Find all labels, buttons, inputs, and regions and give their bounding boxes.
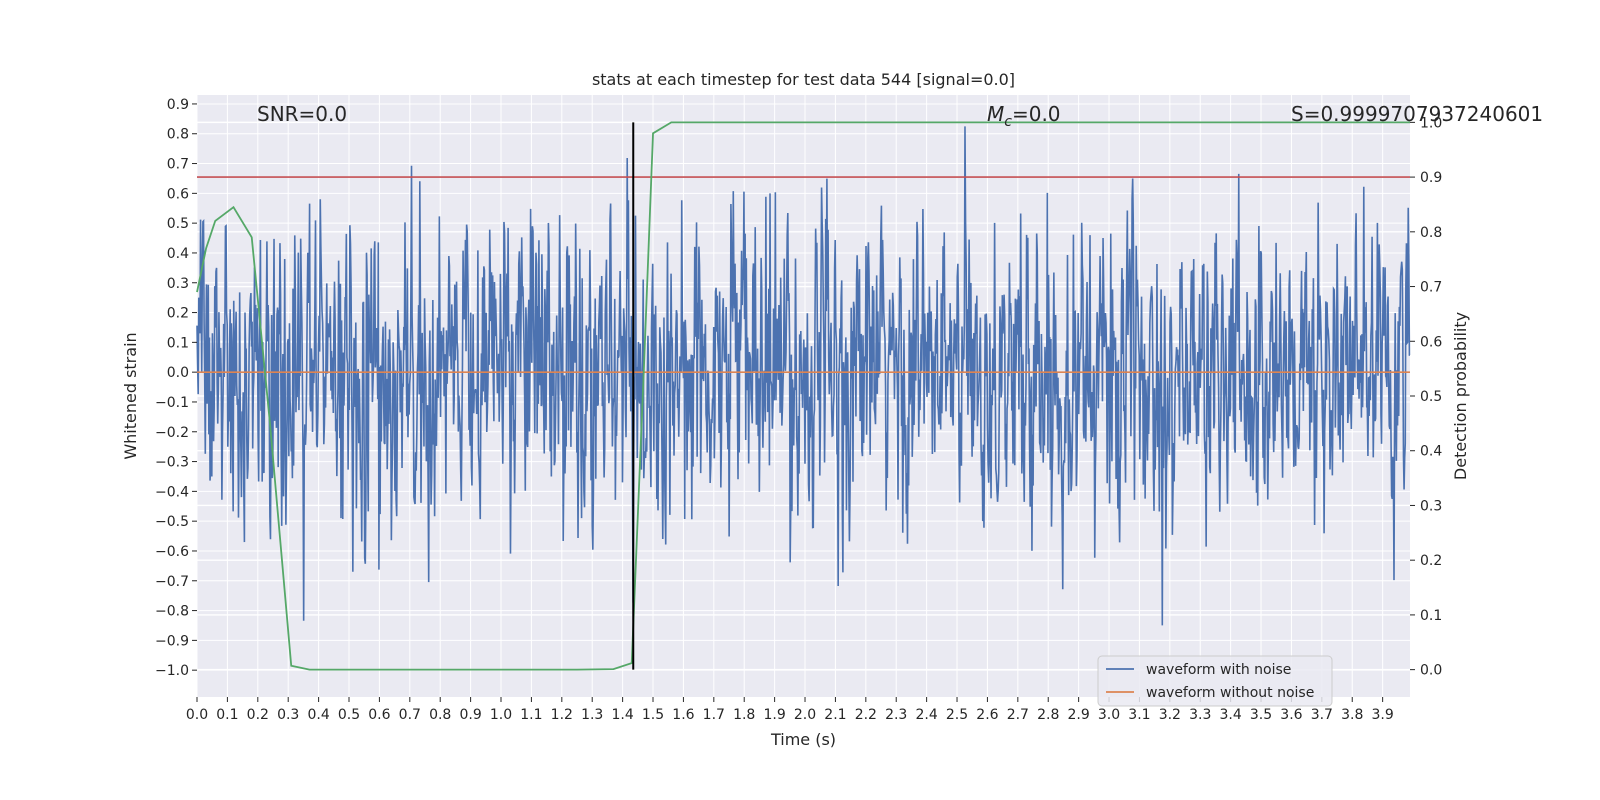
legend: waveform with noise waveform without noi… — [1097, 655, 1333, 707]
x-tick-label: 2.3 — [885, 707, 907, 723]
y-tick-label: 0.4 — [167, 246, 189, 262]
legend-box — [1097, 655, 1333, 707]
legend-label-clean: waveform without noise — [1146, 685, 1314, 701]
x-tick-label: 2.2 — [855, 707, 877, 723]
y-tick-label: 0.1 — [167, 335, 189, 351]
chirp-mass-annotation: Mc=0.0 — [987, 102, 1061, 130]
y2-tick-label: 0.1 — [1420, 608, 1442, 624]
y2-tick-label: 0.8 — [1420, 225, 1442, 241]
x-tick-label: 0.3 — [277, 707, 299, 723]
snr-annotation: SNR=0.0 — [257, 102, 347, 126]
y-axis-label: Whitened strain — [121, 332, 140, 459]
y-tick-label: 0.6 — [167, 186, 189, 202]
x-tick-label: 0.5 — [338, 707, 360, 723]
x-tick-label: 0.1 — [216, 707, 238, 723]
x-tick-label: 2.5 — [946, 707, 968, 723]
x-tick-label: 2.1 — [824, 707, 846, 723]
y2-tick-label: 0.3 — [1420, 498, 1442, 514]
y2-tick-label: 0.2 — [1420, 553, 1442, 569]
y-tick-label: 0.2 — [167, 306, 189, 322]
y-tick-label: −0.2 — [155, 425, 189, 441]
noisy-waveform-line — [196, 126, 1411, 626]
x-tick-label: 2.7 — [1007, 707, 1029, 723]
y-tick-label: 0.5 — [167, 216, 189, 232]
x-tick-label: 2.4 — [915, 707, 937, 723]
x-tick-label: 1.8 — [733, 707, 755, 723]
x-axis-label: Time (s) — [770, 730, 836, 749]
x-tick-label: 0.0 — [186, 707, 208, 723]
x-tick-label: 3.4 — [1220, 707, 1242, 723]
x-tick-label: 3.0 — [1098, 707, 1120, 723]
y-tick-label: −0.3 — [155, 455, 189, 471]
mc-symbol: M — [987, 102, 1004, 126]
x-tick-label: 3.5 — [1250, 707, 1272, 723]
y-tick-label: 0.3 — [167, 276, 189, 292]
y-tick-label: −0.1 — [155, 395, 189, 411]
x-tick-label: 1.4 — [611, 707, 633, 723]
y2-tick-labels: 1.0 0.9 0.8 0.7 0.6 0.5 0.4 0.3 0.2 0.1 0.0 — [1410, 115, 1442, 679]
x-tick-label: 1.5 — [642, 707, 664, 723]
chart-title: stats at each timestep for test data 544… — [592, 70, 1015, 89]
x-tick-label: 1.1 — [520, 707, 542, 723]
x-tick-label: 1.0 — [490, 707, 512, 723]
x-tick-label: 2.6 — [976, 707, 998, 723]
y-tick-label: −0.8 — [155, 604, 189, 620]
x-tick-label: 3.3 — [1189, 707, 1211, 723]
s-annotation: S=0.9999707937240601 — [1291, 102, 1543, 126]
waveform-with-noise-series — [196, 126, 1411, 626]
probability-line — [196, 121, 1410, 671]
x-tick-label: 3.8 — [1341, 707, 1363, 723]
y2-tick-label: 0.0 — [1420, 663, 1442, 679]
x-tick-label: 3.2 — [1159, 707, 1181, 723]
x-tick-label: 3.7 — [1311, 707, 1333, 723]
x-tick-label: 2.8 — [1037, 707, 1059, 723]
x-tick-label: 3.9 — [1372, 707, 1394, 723]
x-tick-label: 0.8 — [429, 707, 451, 723]
y-tick-label: 0.8 — [167, 127, 189, 143]
y2-tick-label: 0.5 — [1420, 389, 1442, 405]
y-tick-label: −0.7 — [155, 574, 189, 590]
x-tick-label: 1.7 — [703, 707, 725, 723]
y-tick-label: −0.4 — [155, 484, 189, 500]
x-tick-label: 1.3 — [581, 707, 603, 723]
y-tick-label: 0.7 — [167, 157, 189, 173]
mc-subscript: c — [1004, 114, 1012, 130]
detection-probability-series — [196, 121, 1410, 671]
y-tick-label: −0.5 — [155, 514, 189, 530]
x-tick-label: 2.0 — [794, 707, 816, 723]
x-tick-label: 0.2 — [247, 707, 269, 723]
x-tick-label: 2.9 — [1067, 707, 1089, 723]
x-tick-label: 0.4 — [307, 707, 329, 723]
y2-tick-label: 0.7 — [1420, 280, 1442, 296]
y-tick-label: 0.0 — [167, 365, 189, 381]
x-tick-label: 0.7 — [399, 707, 421, 723]
x-tick-label: 3.1 — [1128, 707, 1150, 723]
y-tick-labels: 0.9 0.8 0.7 0.6 0.5 0.4 0.3 0.2 0.1 0.0 −0.1 −0.2 −0… — [155, 97, 197, 679]
y-tick-label: −1.0 — [155, 663, 189, 679]
x-tick-label: 1.6 — [672, 707, 694, 723]
mc-value: =0.0 — [1012, 102, 1061, 126]
legend-label-noisy: waveform with noise — [1146, 662, 1291, 678]
x-tick-label: 0.9 — [459, 707, 481, 723]
y-tick-label: −0.6 — [155, 544, 189, 560]
x-tick-label: 0.6 — [368, 707, 390, 723]
x-tick-label: 1.9 — [763, 707, 785, 723]
y-tick-label: −0.9 — [155, 633, 189, 649]
y-tick-label: 0.9 — [167, 97, 189, 113]
y2-tick-label: 0.6 — [1420, 334, 1442, 350]
y2-axis-label: Detection probability — [1451, 312, 1470, 480]
y2-tick-label: 0.9 — [1420, 170, 1442, 186]
x-tick-label: 1.2 — [551, 707, 573, 723]
x-tick-label: 3.6 — [1280, 707, 1302, 723]
y2-tick-label: 0.4 — [1420, 444, 1442, 460]
y2-tick-label: 1.0 — [1420, 115, 1442, 131]
x-grid — [196, 95, 1384, 697]
